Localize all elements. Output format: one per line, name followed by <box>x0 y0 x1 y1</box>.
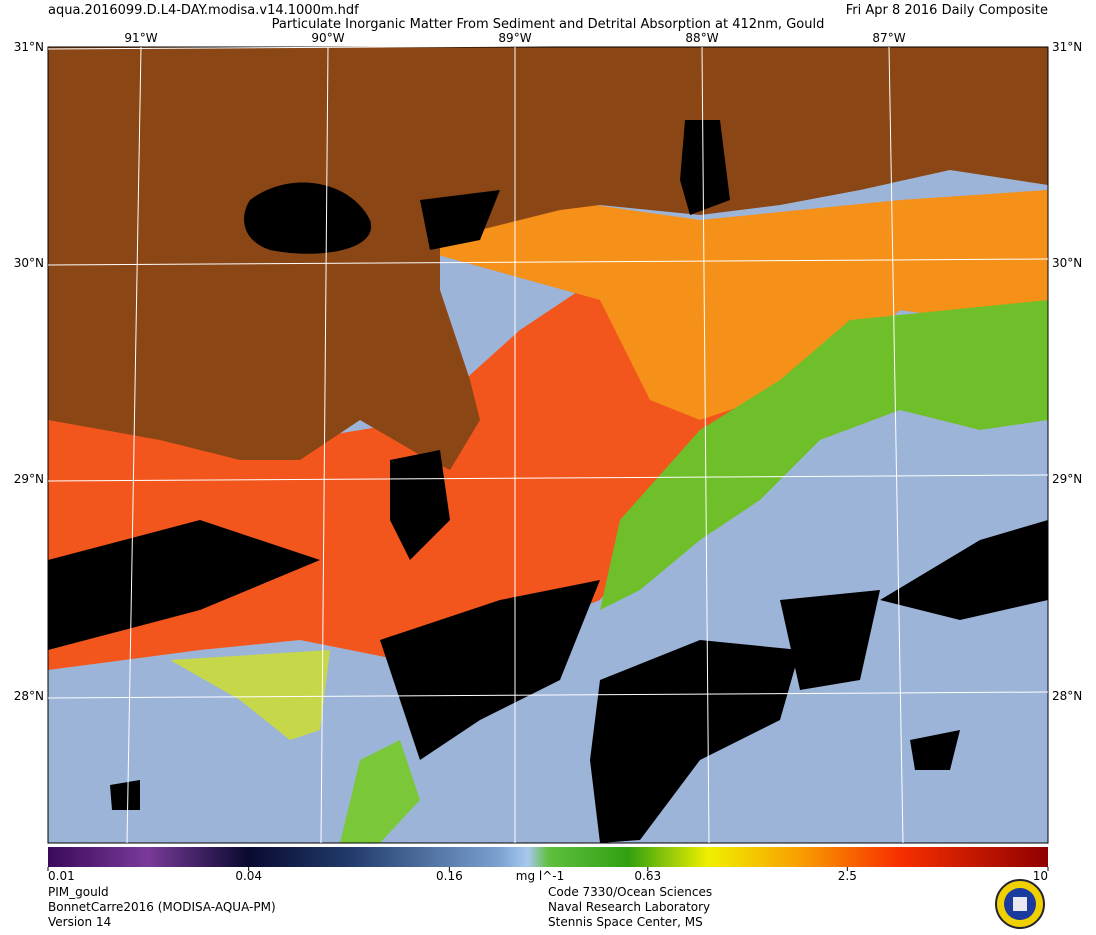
logo <box>995 879 1045 929</box>
colorbar-tick-label: 2.5 <box>838 869 857 883</box>
longitude-label: 88°W <box>685 31 718 45</box>
latitude-label: 31°N <box>14 40 44 54</box>
longitude-label: 91°W <box>124 31 157 45</box>
footer-center-line: Naval Research Laboratory <box>548 900 710 914</box>
latitude-line <box>47 474 1049 482</box>
colorbar-tick-label: 0.04 <box>235 869 262 883</box>
footer-center-line: Code 7330/Ocean Sciences <box>548 885 712 899</box>
map-frame <box>47 46 1049 844</box>
colorbar <box>48 847 1048 867</box>
footer-left-line: BonnetCarre2016 (MODISA-AQUA-PM) <box>48 900 276 914</box>
colorbar-tick-label: 0.01 <box>48 869 75 883</box>
colorbar-tick-label: 0.63 <box>634 869 661 883</box>
date: Fri Apr 8 2016 Daily Composite <box>846 3 1048 18</box>
colorbar-ticks: 0.01 0.04 0.16 0.63 2.5 10 <box>47 867 1049 883</box>
graticule: 31°N 31°N 30°N 30°N 29°N 29°N 28°N 28°N 91°W 90°W… <box>14 31 1082 844</box>
latitude-line <box>47 42 1049 50</box>
longitude-line <box>888 46 904 844</box>
latitude-label: 30°N <box>1052 256 1082 270</box>
latitude-label: 31°N <box>1052 40 1082 54</box>
longitude-label: 87°W <box>872 31 905 45</box>
latitude-label: 29°N <box>14 472 44 486</box>
latitude-label: 29°N <box>1052 472 1082 486</box>
title: Particulate Inorganic Matter From Sedime… <box>272 17 825 32</box>
file-name: aqua.2016099.D.L4-DAY.modisa.v14.1000m.h… <box>48 3 359 18</box>
colorbar-unit: mg l^-1 <box>516 869 564 883</box>
footer-left-line: PIM_gould <box>48 885 109 899</box>
footer-center-line: Stennis Space Center, MS <box>548 915 703 929</box>
map-image <box>48 47 1048 843</box>
longitude-line <box>126 46 142 844</box>
colorbar-tick-label: 10 <box>1033 869 1048 883</box>
latitude-label: 28°N <box>1052 689 1082 703</box>
colorbar-tick-label: 0.16 <box>436 869 463 883</box>
latitude-label: 30°N <box>14 256 44 270</box>
latitude-label: 28°N <box>14 689 44 703</box>
longitude-line <box>320 46 329 844</box>
longitude-label: 89°W <box>498 31 531 45</box>
footer-left-line: Version 14 <box>48 915 111 929</box>
longitude-label: 90°W <box>311 31 344 45</box>
latitude-line <box>47 258 1049 266</box>
longitude-line <box>701 46 710 844</box>
latitude-line <box>47 691 1049 699</box>
